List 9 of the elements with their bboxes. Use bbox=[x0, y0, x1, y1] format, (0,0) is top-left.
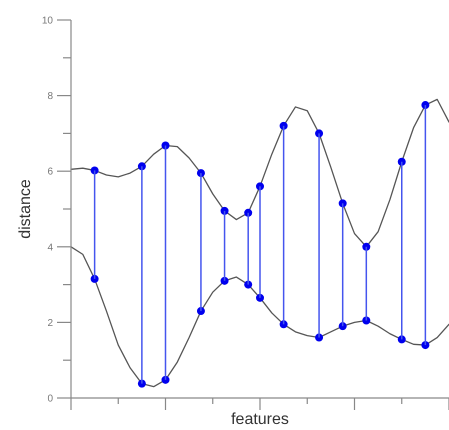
x-axis-title: features bbox=[231, 411, 289, 428]
y-tick-label: 8 bbox=[47, 91, 54, 102]
line-series bbox=[70, 246, 449, 388]
y-tick-label: 2 bbox=[47, 318, 54, 329]
y-tick-label: 6 bbox=[47, 166, 54, 178]
y-axis-title: distance bbox=[17, 179, 34, 239]
y-tick-label: 4 bbox=[47, 242, 54, 254]
y-tick-label: 10 bbox=[42, 16, 54, 26]
y-tick-label: 0 bbox=[47, 394, 54, 404]
